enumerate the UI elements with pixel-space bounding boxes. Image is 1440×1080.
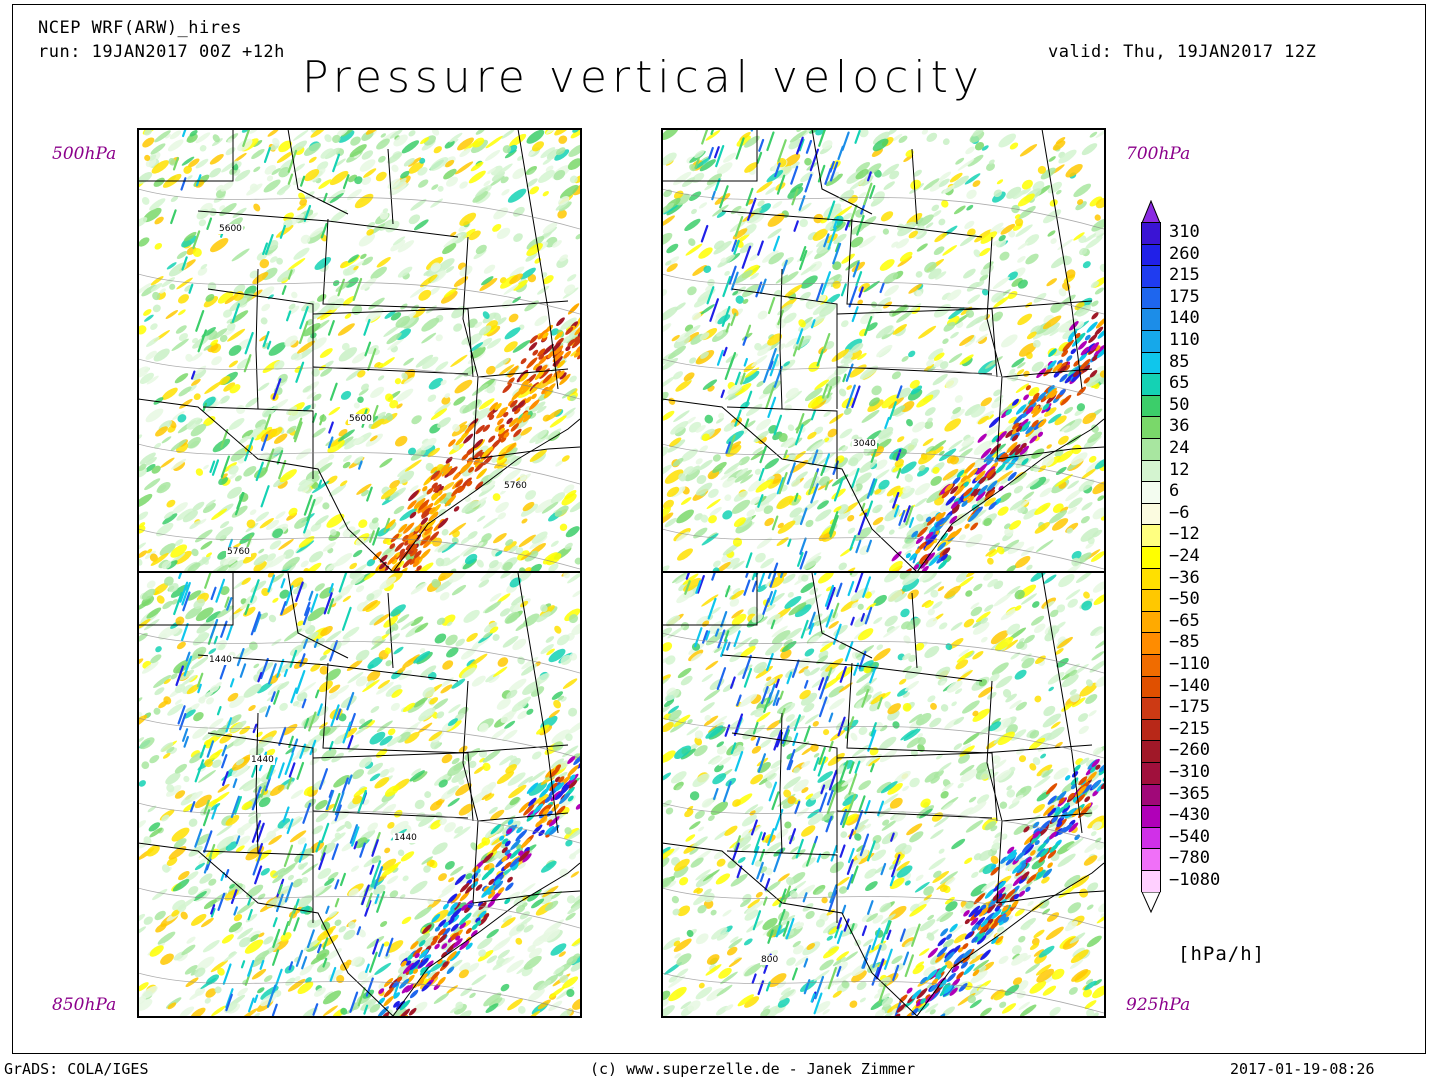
- legend-label: 140: [1169, 308, 1200, 329]
- model-name: NCEP WRF(ARW)_hires: [38, 18, 242, 38]
- legend-label: −140: [1169, 675, 1210, 696]
- legend-label: −175: [1169, 697, 1210, 718]
- legend-swatch: [1141, 762, 1161, 784]
- legend-label: −110: [1169, 654, 1210, 674]
- legend-label: 310: [1169, 222, 1200, 242]
- color-legend: 310 260 215 175 140 110 85 65 50 36 24 12 6 −6 −12 −24−…: [1141, 200, 1271, 913]
- legend-swatch: [1141, 826, 1161, 849]
- legend-label: −6: [1169, 502, 1190, 523]
- level-label-850: 850hPa: [52, 995, 117, 1015]
- plot-frame: [12, 4, 1426, 1054]
- legend-label: −780: [1169, 848, 1210, 869]
- legend-label: −260: [1169, 740, 1210, 761]
- legend-label: −1080: [1169, 870, 1221, 890]
- legend-label: −365: [1169, 783, 1210, 804]
- legend-label: −36: [1169, 567, 1200, 588]
- legend-swatch: [1141, 740, 1161, 762]
- legend-swatch: [1141, 373, 1161, 395]
- legend-swatch: [1141, 481, 1161, 503]
- legend-label: −85: [1169, 632, 1200, 653]
- legend-swatch: [1141, 243, 1161, 266]
- legend-label: 110: [1169, 330, 1200, 350]
- footer-software: GrADS: COLA/IGES: [4, 1060, 149, 1078]
- legend-swatch: [1141, 438, 1161, 460]
- legend-swatch: [1141, 567, 1161, 590]
- legend-swatch: [1141, 848, 1161, 870]
- legend-label: 65: [1169, 373, 1190, 394]
- level-label-925: 925hPa: [1126, 995, 1191, 1015]
- legend-swatch: [1141, 675, 1161, 698]
- legend-label: 36: [1169, 416, 1190, 437]
- units-label: [hPa/h]: [1178, 943, 1266, 965]
- field-layer: [662, 129, 1104, 572]
- legend-swatch: [1141, 394, 1161, 417]
- legend-swatch: [1141, 222, 1161, 244]
- legend-label: −215: [1169, 718, 1210, 739]
- legend-swatch: [1141, 870, 1161, 892]
- legend-swatch: [1141, 459, 1161, 482]
- legend-swatch: [1141, 783, 1161, 806]
- contour-label: 800: [760, 955, 780, 965]
- legend-label: −24: [1169, 546, 1200, 566]
- level-label-500: 500hPa: [52, 144, 117, 164]
- map-panel-850hpa: 1440 1440 1440: [138, 573, 580, 1016]
- legend-label: −12: [1169, 524, 1200, 545]
- legend-label: 50: [1169, 394, 1190, 415]
- contour-label: 5600: [218, 224, 243, 234]
- legend-swatch: [1141, 805, 1161, 827]
- legend-label: 215: [1169, 265, 1200, 286]
- legend-label: 6: [1169, 481, 1180, 502]
- legend-label: 12: [1169, 459, 1190, 480]
- contour-label: 1440: [208, 655, 233, 665]
- map-panel-700hpa: 3040: [662, 129, 1104, 572]
- footer-credit: (c) www.superzelle.de - Janek Zimmer: [590, 1060, 916, 1078]
- legend-label: −430: [1169, 805, 1210, 826]
- chart-title: Pressure vertical velocity: [302, 52, 984, 103]
- legend-swatch: [1141, 546, 1161, 568]
- legend-label: −310: [1169, 762, 1210, 782]
- legend-swatch: [1141, 286, 1161, 309]
- field-layer: [662, 573, 1104, 1016]
- legend-top-arrow: [1141, 200, 1161, 224]
- legend-swatch: [1141, 610, 1161, 633]
- legend-swatch: [1141, 351, 1161, 374]
- legend-label: −65: [1169, 610, 1200, 631]
- field-layer: [138, 573, 580, 1016]
- map-panel-500hpa: 5600 5600 5760 5760: [138, 129, 580, 572]
- contour-label: 1440: [250, 755, 275, 765]
- legend-swatch: [1141, 524, 1161, 546]
- contour-label: 3040: [852, 439, 877, 449]
- contour-label: 1440: [393, 833, 418, 843]
- field-layer: [138, 129, 580, 572]
- legend-swatch: [1141, 718, 1161, 741]
- contour-label: 5760: [226, 547, 251, 557]
- run-time: run: 19JAN2017 00Z +12h: [38, 42, 285, 62]
- legend-swatch: [1141, 265, 1161, 287]
- legend-swatch: [1141, 502, 1161, 525]
- valid-time: valid: Thu, 19JAN2017 12Z: [1048, 42, 1317, 62]
- legend-swatch: [1141, 697, 1161, 719]
- legend-label: −540: [1169, 826, 1210, 847]
- legend-label: 175: [1169, 286, 1200, 307]
- legend-swatch: [1141, 654, 1161, 676]
- legend-label: −50: [1169, 589, 1200, 610]
- footer-timestamp: 2017-01-19-08:26: [1230, 1060, 1375, 1078]
- map-panel-925hpa: 800: [662, 573, 1104, 1016]
- contour-label: 5760: [503, 481, 528, 491]
- legend-label: 85: [1169, 351, 1190, 372]
- legend-bottom-arrow: [1141, 891, 1161, 913]
- legend-swatch: [1141, 330, 1161, 352]
- legend-swatch: [1141, 589, 1161, 611]
- legend-swatch: [1141, 416, 1161, 438]
- legend-swatch: [1141, 308, 1161, 330]
- level-label-700: 700hPa: [1126, 144, 1191, 164]
- legend-swatch: [1141, 632, 1161, 654]
- legend-label: 260: [1169, 243, 1200, 264]
- contour-label: 5600: [348, 414, 373, 424]
- legend-label: 24: [1169, 438, 1190, 458]
